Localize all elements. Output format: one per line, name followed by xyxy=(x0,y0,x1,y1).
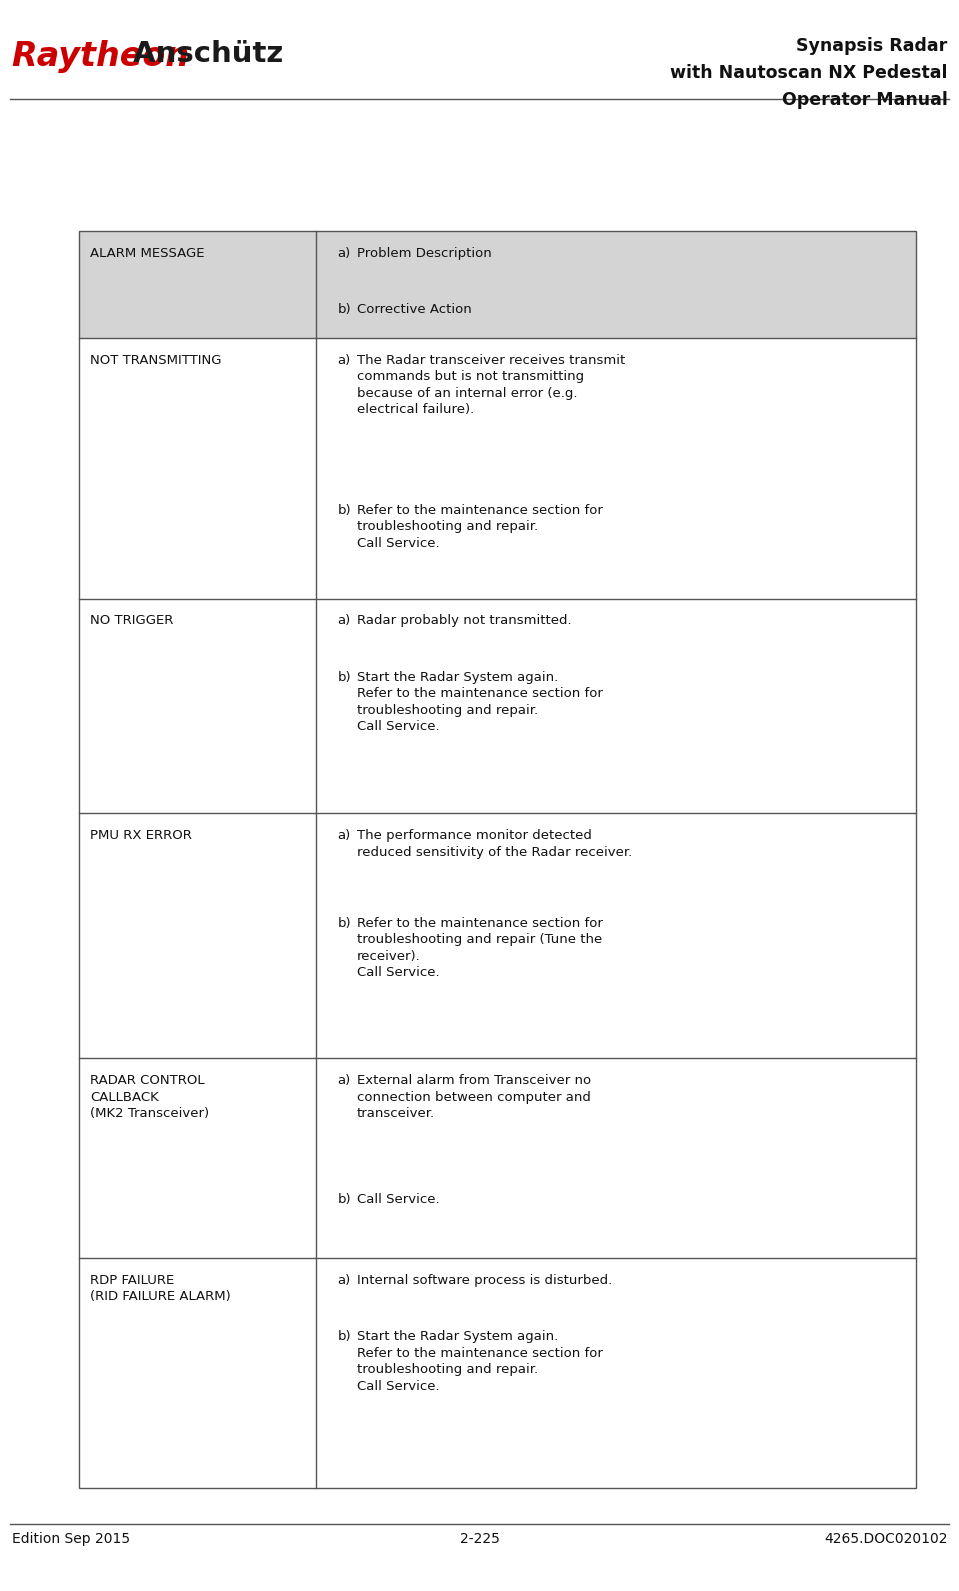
Text: a): a) xyxy=(338,353,351,368)
Text: Problem Description: Problem Description xyxy=(357,247,492,259)
Text: b): b) xyxy=(338,304,351,317)
Text: a): a) xyxy=(338,247,351,259)
Text: Call Service.: Call Service. xyxy=(357,1193,439,1206)
Bar xyxy=(79,1058,916,1257)
Text: The Radar transceiver receives transmit
commands but is not transmitting
because: The Radar transceiver receives transmit … xyxy=(357,353,625,417)
Text: The performance monitor detected
reduced sensitivity of the Radar receiver.: The performance monitor detected reduced… xyxy=(357,829,632,859)
Bar xyxy=(79,813,916,1058)
Text: 4265.DOC020102: 4265.DOC020102 xyxy=(824,1532,947,1546)
Text: Radar probably not transmitted.: Radar probably not transmitted. xyxy=(357,614,572,627)
Bar xyxy=(79,231,916,337)
Text: Refer to the maintenance section for
troubleshooting and repair (Tune the
receiv: Refer to the maintenance section for tro… xyxy=(357,916,602,978)
Text: b): b) xyxy=(338,1193,351,1206)
Text: External alarm from Transceiver no
connection between computer and
transceiver.: External alarm from Transceiver no conne… xyxy=(357,1074,591,1120)
Text: a): a) xyxy=(338,1074,351,1087)
Bar xyxy=(79,231,916,1488)
Text: 2-225: 2-225 xyxy=(459,1532,500,1546)
Text: b): b) xyxy=(338,504,351,517)
Bar xyxy=(79,598,916,813)
Text: ALARM MESSAGE: ALARM MESSAGE xyxy=(90,247,204,259)
Text: a): a) xyxy=(338,614,351,627)
Text: b): b) xyxy=(338,916,351,929)
Text: b): b) xyxy=(338,671,351,684)
Text: a): a) xyxy=(338,829,351,842)
Bar xyxy=(79,337,916,598)
Text: b): b) xyxy=(338,1330,351,1343)
Text: Edition Sep 2015: Edition Sep 2015 xyxy=(12,1532,129,1546)
Text: Corrective Action: Corrective Action xyxy=(357,304,472,317)
Text: Refer to the maintenance section for
troubleshooting and repair.
Call Service.: Refer to the maintenance section for tro… xyxy=(357,504,602,550)
Text: NOT TRANSMITTING: NOT TRANSMITTING xyxy=(90,353,222,368)
Text: Operator Manual: Operator Manual xyxy=(782,91,947,108)
Text: Start the Radar System again.
Refer to the maintenance section for
troubleshooti: Start the Radar System again. Refer to t… xyxy=(357,671,602,733)
Text: Internal software process is disturbed.: Internal software process is disturbed. xyxy=(357,1273,612,1287)
Text: NO TRIGGER: NO TRIGGER xyxy=(90,614,174,627)
Text: a): a) xyxy=(338,1273,351,1287)
Text: Start the Radar System again.
Refer to the maintenance section for
troubleshooti: Start the Radar System again. Refer to t… xyxy=(357,1330,602,1392)
Text: PMU RX ERROR: PMU RX ERROR xyxy=(90,829,192,842)
Text: Synapsis Radar: Synapsis Radar xyxy=(796,37,947,54)
Bar xyxy=(79,1257,916,1488)
Text: Raytheon: Raytheon xyxy=(12,40,190,73)
Text: RDP FAILURE
(RID FAILURE ALARM): RDP FAILURE (RID FAILURE ALARM) xyxy=(90,1273,231,1303)
Text: with Nautoscan NX Pedestal: with Nautoscan NX Pedestal xyxy=(670,64,947,81)
Text: Anschütz: Anschütz xyxy=(123,40,283,68)
Text: RADAR CONTROL
CALLBACK
(MK2 Transceiver): RADAR CONTROL CALLBACK (MK2 Transceiver) xyxy=(90,1074,209,1120)
